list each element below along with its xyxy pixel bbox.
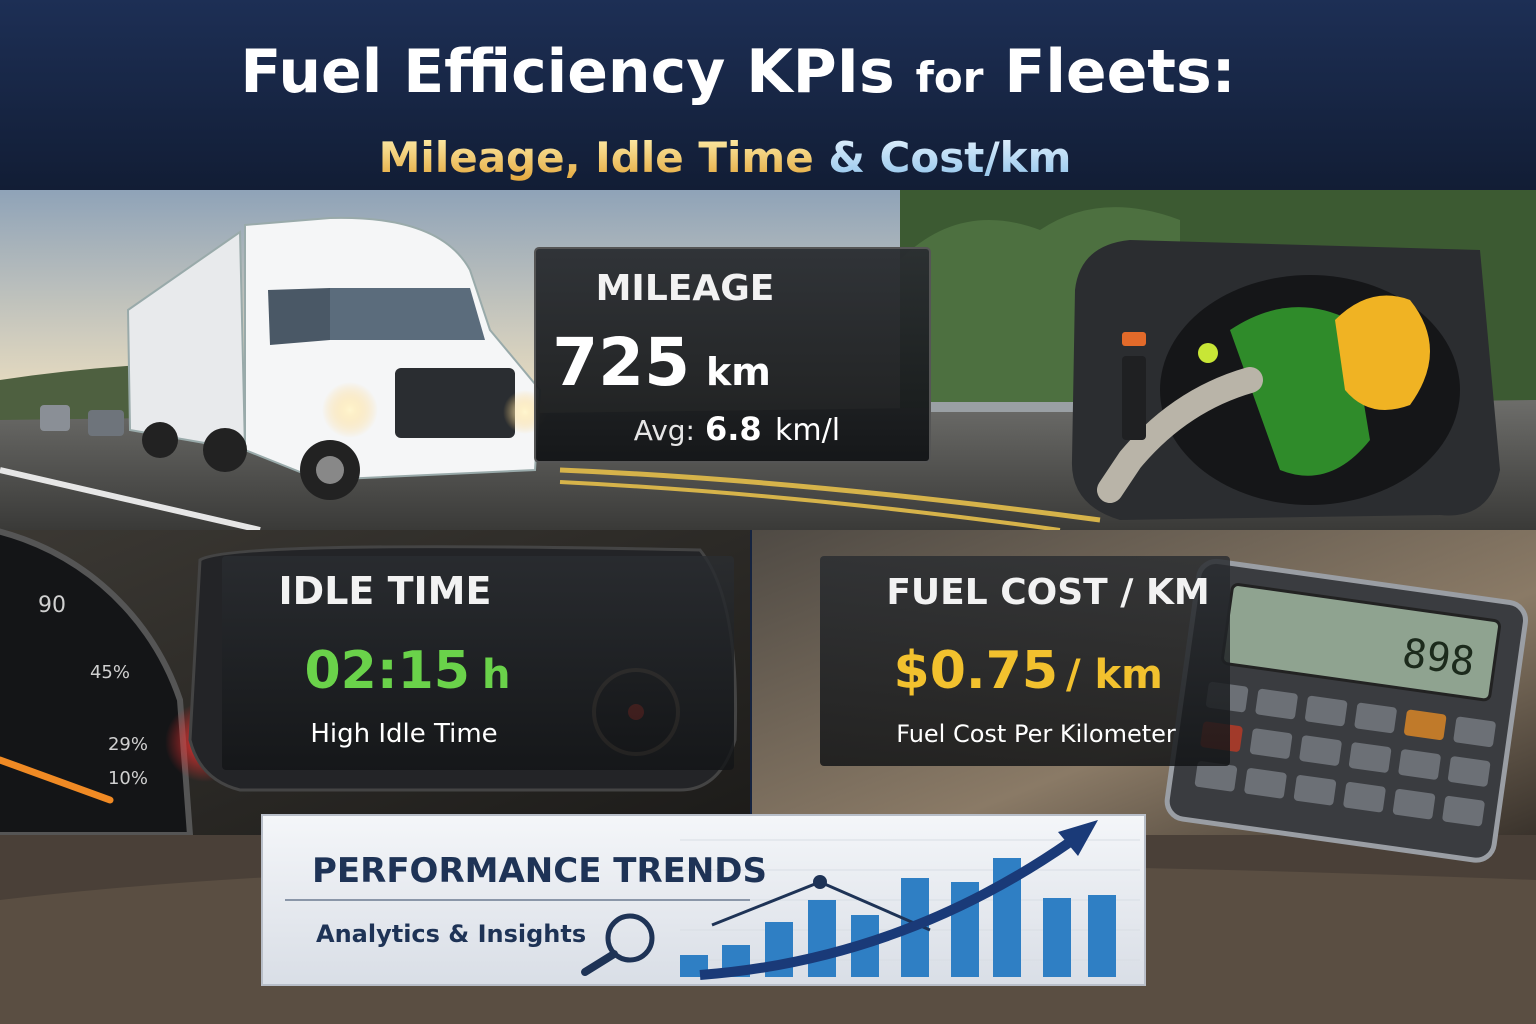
idle-card: IDLE TIME 02:15 h High Idle Time — [222, 556, 734, 770]
gauge-label: 10% — [108, 768, 148, 789]
title-main: Fuel Efficiency KPIs — [240, 37, 894, 107]
subtitle: Mileage, Idle Time & Cost/km — [379, 133, 1072, 182]
title-end: Fleets: — [1004, 37, 1235, 107]
title-for: for — [916, 53, 984, 102]
subtitle-b: & Cost/km — [828, 133, 1071, 182]
cost-note: Fuel Cost Per Kilometer — [896, 720, 1176, 748]
cost-card: FUEL COST / KM $0.75 / km Fuel Cost Per … — [820, 556, 1230, 766]
gauge-label: 45% — [90, 662, 130, 683]
calculator-display: 898 — [1399, 630, 1477, 686]
subtitle-a: Mileage, Idle Time — [379, 133, 814, 182]
cost-label: FUEL COST / KM — [886, 572, 1209, 613]
idle-label: IDLE TIME — [279, 569, 492, 613]
mileage-card: MILEAGE 725 km Avg: 6.8 km/l — [534, 247, 931, 463]
mileage-label: MILEAGE — [596, 268, 775, 309]
calculator: 898 — [1164, 558, 1528, 863]
cost-unit: / km — [1066, 652, 1163, 698]
mileage-value: 725 — [552, 324, 690, 401]
idle-note: High Idle Time — [310, 719, 497, 749]
mileage-unit: km — [706, 350, 771, 394]
avg-unit: km/l — [775, 413, 840, 448]
cost-value: $0.75 — [894, 641, 1058, 701]
idle-unit: h — [482, 652, 510, 698]
idle-value: 02:15 — [304, 641, 470, 701]
gauge-label: 90 — [38, 593, 66, 618]
avg-value: 6.8 — [705, 410, 762, 448]
avg-label: Avg: — [634, 414, 695, 447]
trends-subtitle: Analytics & Insights — [316, 920, 586, 948]
gauge-label: 29% — [108, 734, 148, 755]
title: Fuel Efficiency KPIs for Fleets: — [240, 37, 1235, 107]
header-bg — [0, 0, 1536, 200]
trends-panel: PERFORMANCE TRENDS Analytics & Insights — [261, 814, 1146, 986]
trends-title: PERFORMANCE TRENDS — [312, 851, 767, 891]
